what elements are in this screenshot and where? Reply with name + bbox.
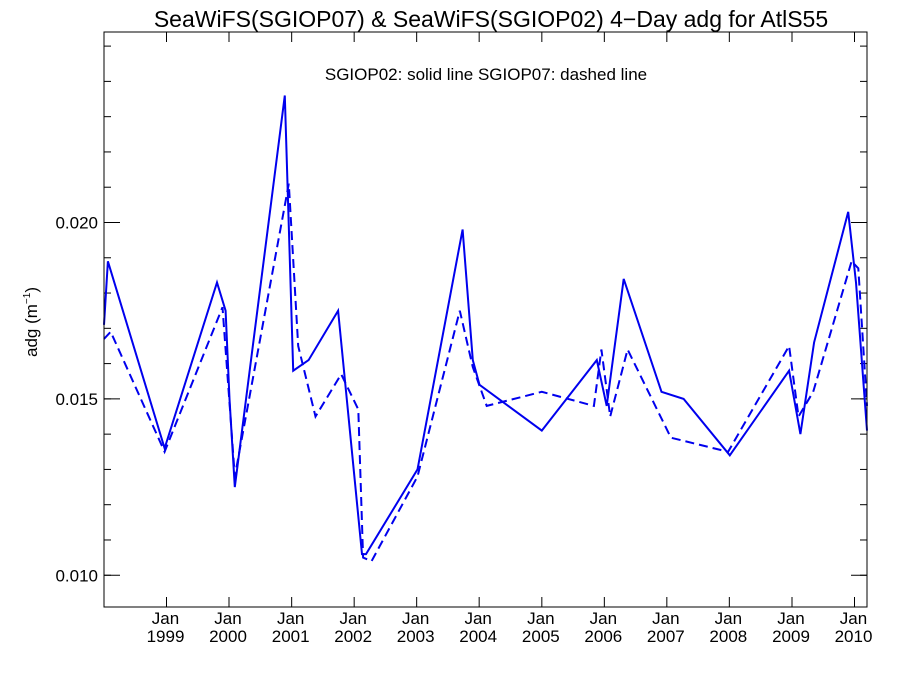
axis-ticks: 0.0100.0150.020Jan1999Jan2000Jan2001Jan2…	[55, 32, 872, 646]
x-tick-label-year: 2004	[459, 627, 497, 646]
plot-frame	[103, 31, 868, 608]
series-line-sgiop07	[103, 183, 868, 563]
x-tick-label-month: Jan	[840, 609, 867, 628]
x-tick-label-year: 2010	[835, 627, 873, 646]
y-axis-label-text: adg (m	[22, 304, 41, 357]
y-tick-label: 0.020	[55, 213, 98, 232]
x-tick-label-month: Jan	[777, 609, 804, 628]
chart-title: SeaWiFS(SGIOP07) & SeaWiFS(SGIOP02) 4−Da…	[154, 6, 828, 32]
x-tick-label-month: Jan	[214, 609, 241, 628]
x-tick-label-month: Jan	[590, 609, 617, 628]
x-tick-label-month: Jan	[464, 609, 491, 628]
y-axis-label: adg (m−1)	[22, 287, 41, 357]
x-tick-label-month: Jan	[715, 609, 742, 628]
x-tick-label-month: Jan	[152, 609, 179, 628]
x-tick-label-year: 2005	[522, 627, 560, 646]
x-tick-label-month: Jan	[402, 609, 429, 628]
x-tick-label-month: Jan	[339, 609, 366, 628]
x-tick-label-year: 2001	[272, 627, 310, 646]
x-tick-label-year: 2003	[397, 627, 435, 646]
x-tick-label-year: 2009	[772, 627, 810, 646]
x-tick-label-year: 2008	[709, 627, 747, 646]
y-tick-label: 0.010	[55, 566, 98, 585]
x-tick-label-year: 1999	[147, 627, 185, 646]
y-tick-label: 0.015	[55, 390, 98, 409]
x-tick-label-month: Jan	[652, 609, 679, 628]
x-tick-label-month: Jan	[277, 609, 304, 628]
y-axis-label-close: )	[22, 287, 41, 293]
x-tick-label-month: Jan	[527, 609, 554, 628]
x-tick-label-year: 2007	[647, 627, 685, 646]
x-tick-label-year: 2002	[334, 627, 372, 646]
series-lines	[103, 95, 868, 563]
series-line-sgiop02	[103, 95, 868, 556]
x-tick-label-year: 2006	[584, 627, 622, 646]
line-style-annotation: SGIOP02: solid line SGIOP07: dashed line	[325, 65, 647, 84]
x-tick-label-year: 2000	[209, 627, 247, 646]
y-axis-label-exponent: −1	[22, 292, 33, 304]
